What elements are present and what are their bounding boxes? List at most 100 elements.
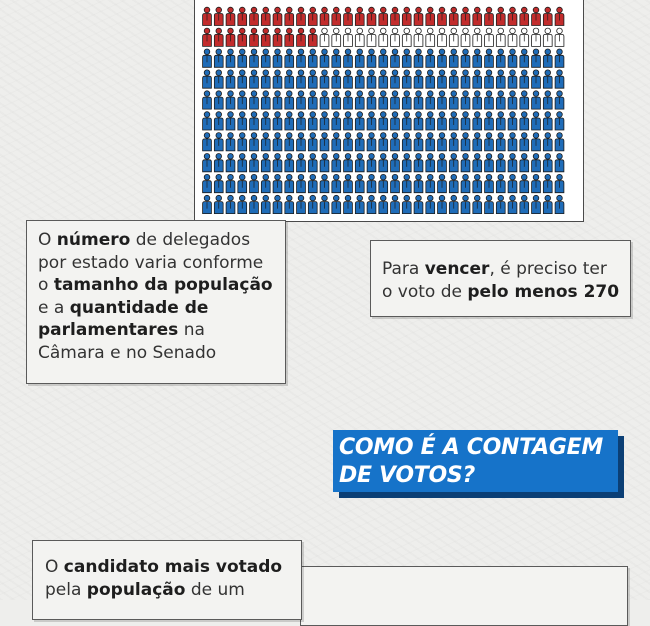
figure-head: [427, 27, 434, 35]
delegate-figure-blue: [202, 90, 212, 110]
delegate-figure-blue: [331, 69, 342, 89]
figure-head: [227, 173, 234, 181]
delegate-figure-blue: [519, 90, 530, 110]
figure-head: [427, 6, 434, 14]
delegate-figure-blue: [472, 69, 483, 89]
figure-head: [438, 69, 446, 76]
delegate-figure-blue: [249, 194, 259, 214]
delegate-figure-blue: [343, 132, 353, 152]
delegate-figure-blue: [307, 111, 318, 131]
figure-head: [297, 90, 305, 97]
figure-head: [509, 90, 516, 97]
delegate-figure-blue: [354, 90, 365, 110]
delegate-figure-red: [202, 27, 212, 47]
delegate-figure-blue: [378, 173, 389, 194]
delegate-figure-blue: [542, 111, 553, 131]
figure-head: [321, 194, 328, 202]
figure-head: [403, 173, 410, 181]
delegate-figure-blue: [249, 132, 259, 152]
figure-head: [274, 111, 281, 118]
delegate-figure-red: [554, 6, 565, 26]
delegate-figure-blue: [531, 90, 541, 110]
figure-head: [262, 173, 269, 181]
text: pela: [45, 579, 87, 600]
figure-head: [521, 173, 528, 181]
delegate-figure-blue: [225, 132, 236, 152]
figure-head: [262, 90, 269, 97]
figure-head: [509, 69, 516, 76]
delegate-figure-blue: [366, 48, 377, 68]
figure-head: [485, 111, 493, 118]
delegate-figure-blue: [448, 48, 459, 68]
figure-head: [368, 48, 375, 55]
figure-head: [497, 90, 504, 97]
delegate-figure-blue: [213, 111, 224, 131]
delegate-figure-blue: [307, 69, 318, 89]
figure-head: [427, 153, 434, 160]
electoral-votes-figure-panel: [194, 0, 584, 222]
delegate-figure-blue: [354, 173, 365, 194]
delegate-figure-blue: [437, 132, 447, 152]
delegate-figure-blue: [225, 69, 236, 89]
delegate-figure-red: [519, 6, 530, 26]
figure-head: [497, 173, 504, 181]
delegate-figure-blue: [260, 48, 271, 68]
delegate-figure-blue: [260, 153, 271, 173]
figure-head: [215, 173, 222, 181]
delegate-figure-blue: [296, 48, 306, 68]
delegate-figure-blue: [249, 173, 259, 194]
delegate-figure-blue: [413, 194, 424, 214]
figure-head: [344, 27, 352, 35]
figure-head: [462, 153, 469, 160]
delegate-figure-blue: [331, 194, 342, 214]
figure-head: [250, 111, 258, 118]
figure-head: [485, 194, 493, 202]
figure-head: [497, 48, 504, 55]
delegate-figure-blue: [519, 194, 530, 214]
delegate-figure-blue: [272, 111, 283, 131]
figure-head: [427, 132, 434, 139]
figure-head: [380, 6, 387, 14]
figure-head: [532, 48, 540, 55]
figure-head: [497, 69, 504, 76]
figure-head: [438, 153, 446, 160]
figure-head: [321, 90, 328, 97]
delegate-figure-red: [531, 6, 541, 26]
delegate-figure-blue: [366, 111, 377, 131]
figure-head: [415, 6, 422, 14]
figure-head: [474, 194, 481, 202]
figure-head: [438, 6, 446, 14]
delegate-figure-blue: [296, 132, 306, 152]
delegate-figure-white: [554, 27, 565, 47]
figure-head: [215, 69, 222, 76]
figure-head: [286, 6, 293, 14]
delegate-figure-blue: [425, 69, 436, 89]
delegate-figure-red: [331, 6, 342, 26]
emphasis-populacao: população: [86, 579, 186, 600]
text: o voto de: [382, 281, 468, 302]
figure-head: [497, 6, 504, 14]
candidate-line-2: pela população de um: [45, 579, 291, 602]
figure-head: [274, 48, 281, 55]
delegate-figure-blue: [319, 173, 330, 194]
figure-head: [203, 194, 211, 202]
delegate-figure-blue: [366, 69, 377, 89]
figure-head: [203, 6, 211, 14]
delegate-figure-red: [484, 6, 494, 26]
figure-head: [544, 132, 551, 139]
figure-head: [368, 69, 375, 76]
delegate-figure-blue: [343, 173, 353, 194]
delegate-figure-blue: [472, 111, 483, 131]
figure-head: [485, 27, 493, 35]
delegate-figure-blue: [213, 90, 224, 110]
figure-head: [286, 132, 293, 139]
delegate-figure-blue: [484, 69, 494, 89]
figure-head: [403, 194, 410, 202]
figure-head: [368, 194, 375, 202]
figure-head: [509, 48, 516, 55]
text: , é preciso ter: [489, 259, 607, 279]
emphasis-numero: número: [56, 230, 131, 250]
delegate-figure-blue: [460, 90, 471, 110]
figure-head: [356, 132, 363, 139]
delegate-figure-blue: [448, 111, 459, 131]
